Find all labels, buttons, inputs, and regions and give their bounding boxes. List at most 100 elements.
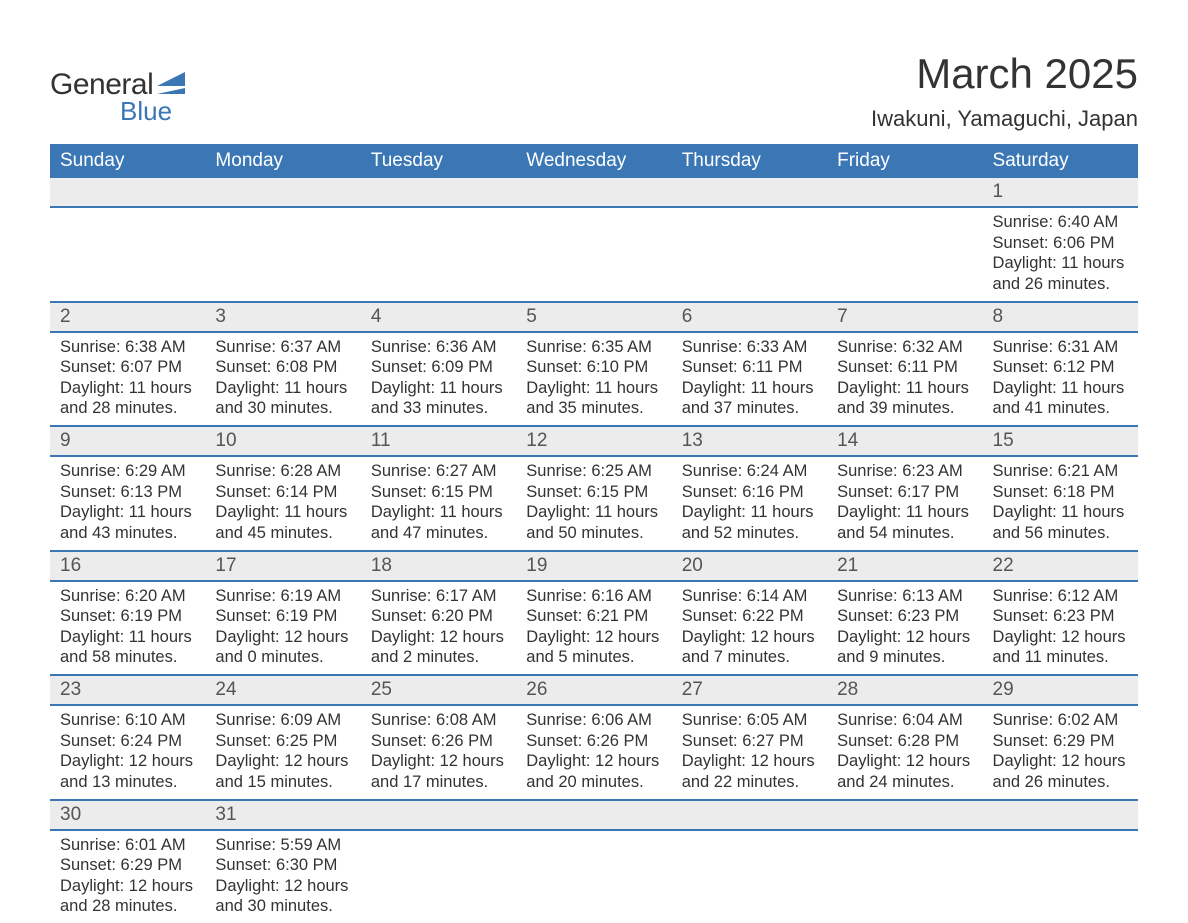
day-detail-line: Sunrise: 6:33 AM xyxy=(682,337,817,358)
details-row: Sunrise: 6:01 AMSunset: 6:29 PMDaylight:… xyxy=(50,830,1138,923)
calendar-table: SundayMondayTuesdayWednesdayThursdayFrid… xyxy=(50,144,1138,923)
day-detail-line: Sunrise: 6:17 AM xyxy=(371,586,506,607)
day-detail-line: Daylight: 11 hours xyxy=(215,378,350,399)
day-detail-line: Sunrise: 6:29 AM xyxy=(60,461,195,482)
day-detail-line: Sunset: 6:28 PM xyxy=(837,731,972,752)
day-details-cell: Sunrise: 6:10 AMSunset: 6:24 PMDaylight:… xyxy=(50,705,205,800)
day-detail-line: Sunrise: 6:09 AM xyxy=(215,710,350,731)
day-detail-line: Sunset: 6:16 PM xyxy=(682,482,817,503)
day-detail-line: and 52 minutes. xyxy=(682,523,817,544)
day-detail-line: Sunrise: 6:13 AM xyxy=(837,586,972,607)
day-details-cell: Sunrise: 6:36 AMSunset: 6:09 PMDaylight:… xyxy=(361,332,516,427)
day-detail-line: Sunrise: 6:06 AM xyxy=(526,710,661,731)
day-detail-line: Daylight: 11 hours xyxy=(60,378,195,399)
day-detail-line: Sunset: 6:11 PM xyxy=(682,357,817,378)
day-number-cell xyxy=(672,800,827,830)
day-detail-line: Daylight: 11 hours xyxy=(682,378,817,399)
daynum-row: 9101112131415 xyxy=(50,426,1138,456)
day-number-cell: 7 xyxy=(827,302,982,332)
day-detail-line: and 13 minutes. xyxy=(60,772,195,793)
details-row: Sunrise: 6:10 AMSunset: 6:24 PMDaylight:… xyxy=(50,705,1138,800)
day-detail-line: Sunset: 6:13 PM xyxy=(60,482,195,503)
day-detail-line: Daylight: 11 hours xyxy=(526,378,661,399)
day-detail-line: and 26 minutes. xyxy=(993,274,1128,295)
logo: General Blue xyxy=(50,50,185,127)
day-detail-line: Sunset: 6:06 PM xyxy=(993,233,1128,254)
day-detail-line: Sunrise: 6:32 AM xyxy=(837,337,972,358)
day-detail-line: Sunset: 6:15 PM xyxy=(371,482,506,503)
day-number-cell: 2 xyxy=(50,302,205,332)
day-details-cell: Sunrise: 6:28 AMSunset: 6:14 PMDaylight:… xyxy=(205,456,360,551)
title-block: March 2025 Iwakuni, Yamaguchi, Japan xyxy=(871,50,1138,132)
day-details-cell xyxy=(361,207,516,302)
day-detail-line: Sunset: 6:11 PM xyxy=(837,357,972,378)
weekday-header: Wednesday xyxy=(516,144,671,178)
details-row: Sunrise: 6:29 AMSunset: 6:13 PMDaylight:… xyxy=(50,456,1138,551)
day-details-cell: Sunrise: 6:17 AMSunset: 6:20 PMDaylight:… xyxy=(361,581,516,676)
day-detail-line: Sunrise: 6:12 AM xyxy=(993,586,1128,607)
day-detail-line: Daylight: 11 hours xyxy=(993,378,1128,399)
day-details-cell: Sunrise: 6:35 AMSunset: 6:10 PMDaylight:… xyxy=(516,332,671,427)
details-row: Sunrise: 6:20 AMSunset: 6:19 PMDaylight:… xyxy=(50,581,1138,676)
day-detail-line: Sunset: 6:17 PM xyxy=(837,482,972,503)
day-detail-line: Sunset: 6:19 PM xyxy=(60,606,195,627)
day-details-cell: Sunrise: 6:08 AMSunset: 6:26 PMDaylight:… xyxy=(361,705,516,800)
day-detail-line: Sunrise: 6:10 AM xyxy=(60,710,195,731)
day-detail-line: Sunset: 6:10 PM xyxy=(526,357,661,378)
day-details-cell: Sunrise: 6:14 AMSunset: 6:22 PMDaylight:… xyxy=(672,581,827,676)
day-number-cell: 11 xyxy=(361,426,516,456)
details-row: Sunrise: 6:40 AMSunset: 6:06 PMDaylight:… xyxy=(50,207,1138,302)
day-details-cell xyxy=(672,207,827,302)
day-detail-line: Sunset: 6:26 PM xyxy=(526,731,661,752)
day-detail-line: Daylight: 12 hours xyxy=(215,627,350,648)
day-detail-line: Sunrise: 6:31 AM xyxy=(993,337,1128,358)
day-number-cell: 18 xyxy=(361,551,516,581)
day-detail-line: and 20 minutes. xyxy=(526,772,661,793)
day-detail-line: and 7 minutes. xyxy=(682,647,817,668)
day-number-cell xyxy=(205,178,360,207)
day-number-cell xyxy=(361,800,516,830)
day-detail-line: Daylight: 12 hours xyxy=(526,751,661,772)
day-number-cell: 4 xyxy=(361,302,516,332)
day-details-cell: Sunrise: 6:25 AMSunset: 6:15 PMDaylight:… xyxy=(516,456,671,551)
day-detail-line: Daylight: 12 hours xyxy=(682,751,817,772)
day-number-cell: 22 xyxy=(983,551,1138,581)
day-number-cell: 5 xyxy=(516,302,671,332)
day-number-cell: 12 xyxy=(516,426,671,456)
day-detail-line: and 28 minutes. xyxy=(60,896,195,917)
day-detail-line: and 50 minutes. xyxy=(526,523,661,544)
day-number-cell: 29 xyxy=(983,675,1138,705)
day-detail-line: Sunset: 6:23 PM xyxy=(993,606,1128,627)
day-detail-line: Sunset: 6:21 PM xyxy=(526,606,661,627)
day-detail-line: Sunrise: 6:19 AM xyxy=(215,586,350,607)
day-detail-line: Daylight: 12 hours xyxy=(60,876,195,897)
day-detail-line: Daylight: 11 hours xyxy=(837,378,972,399)
day-details-cell: Sunrise: 6:33 AMSunset: 6:11 PMDaylight:… xyxy=(672,332,827,427)
day-detail-line: Sunset: 6:29 PM xyxy=(993,731,1128,752)
day-detail-line: and 11 minutes. xyxy=(993,647,1128,668)
day-detail-line: and 24 minutes. xyxy=(837,772,972,793)
day-detail-line: Sunset: 6:22 PM xyxy=(682,606,817,627)
day-detail-line: Sunrise: 6:35 AM xyxy=(526,337,661,358)
day-details-cell: Sunrise: 6:02 AMSunset: 6:29 PMDaylight:… xyxy=(983,705,1138,800)
day-detail-line: Daylight: 11 hours xyxy=(993,253,1128,274)
day-detail-line: Sunset: 6:19 PM xyxy=(215,606,350,627)
day-details-cell: Sunrise: 6:37 AMSunset: 6:08 PMDaylight:… xyxy=(205,332,360,427)
day-detail-line: and 28 minutes. xyxy=(60,398,195,419)
day-detail-line: Sunrise: 6:40 AM xyxy=(993,212,1128,233)
daynum-row: 1 xyxy=(50,178,1138,207)
day-detail-line: and 39 minutes. xyxy=(837,398,972,419)
day-detail-line: Sunrise: 6:08 AM xyxy=(371,710,506,731)
day-detail-line: and 41 minutes. xyxy=(993,398,1128,419)
logo-text-blue: Blue xyxy=(120,96,172,127)
day-detail-line: Sunrise: 6:36 AM xyxy=(371,337,506,358)
day-detail-line: Sunrise: 6:38 AM xyxy=(60,337,195,358)
day-detail-line: Sunset: 6:09 PM xyxy=(371,357,506,378)
day-detail-line: Sunrise: 6:37 AM xyxy=(215,337,350,358)
day-details-cell xyxy=(50,207,205,302)
day-detail-line: Sunrise: 6:25 AM xyxy=(526,461,661,482)
day-detail-line: Sunset: 6:30 PM xyxy=(215,855,350,876)
day-details-cell: Sunrise: 6:40 AMSunset: 6:06 PMDaylight:… xyxy=(983,207,1138,302)
day-detail-line: Daylight: 12 hours xyxy=(837,627,972,648)
logo-flag-icon xyxy=(157,72,185,99)
